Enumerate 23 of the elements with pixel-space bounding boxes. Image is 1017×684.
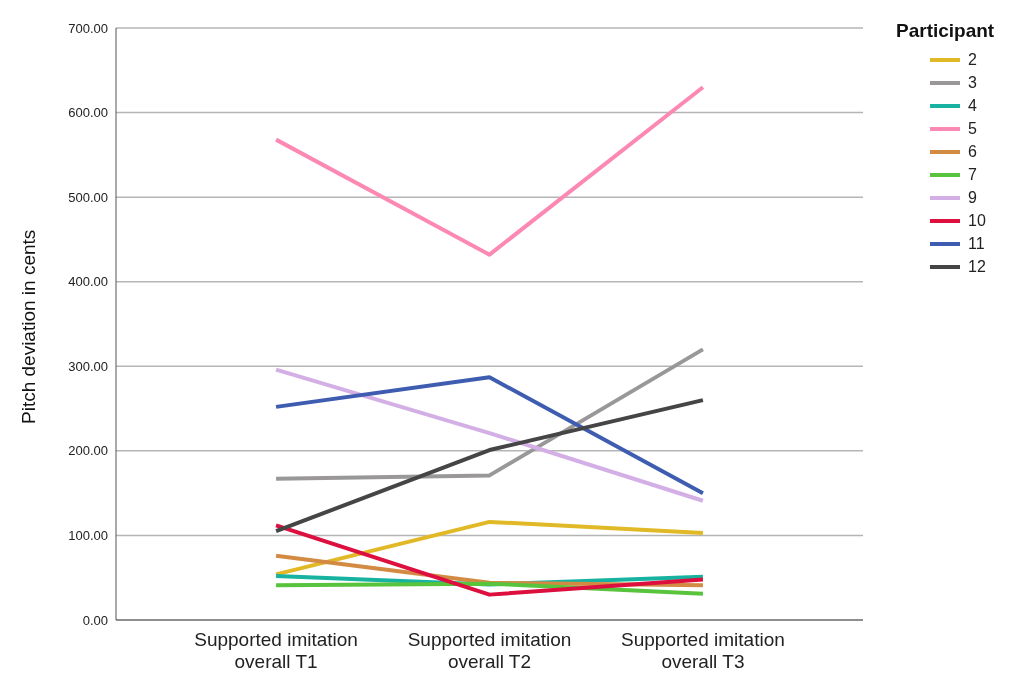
legend-label: 6 (968, 142, 977, 161)
y-tick-label: 400.00 (68, 274, 108, 290)
legend-label: 2 (968, 50, 977, 69)
y-tick-label: 0.00 (82, 612, 108, 628)
x-tick-label: Supported imitation overall T2 (407, 629, 572, 672)
legend-label: 11 (968, 234, 985, 253)
legend-title: Participant (896, 20, 995, 42)
legend-label: 3 (968, 73, 977, 92)
legend-label: 4 (968, 96, 977, 115)
y-axis-title: Pitch deviation in cents (17, 229, 39, 424)
y-tick-label: 300.00 (68, 358, 108, 374)
legend-label: 12 (968, 257, 986, 276)
legend-label: 10 (968, 211, 986, 230)
legend-label: 5 (968, 119, 977, 138)
y-tick-label: 100.00 (68, 528, 108, 544)
legend-label: 9 (968, 188, 977, 207)
y-tick-label: 700.00 (68, 20, 108, 36)
x-tick-label: Supported imitation overall T1 (194, 629, 358, 672)
legend-label: 7 (968, 165, 977, 184)
y-tick-label: 600.00 (68, 105, 108, 121)
y-tick-label: 200.00 (68, 443, 108, 459)
y-tick-label: 500.00 (68, 189, 108, 205)
x-tick-label: Supported imitation overall T3 (621, 629, 785, 672)
